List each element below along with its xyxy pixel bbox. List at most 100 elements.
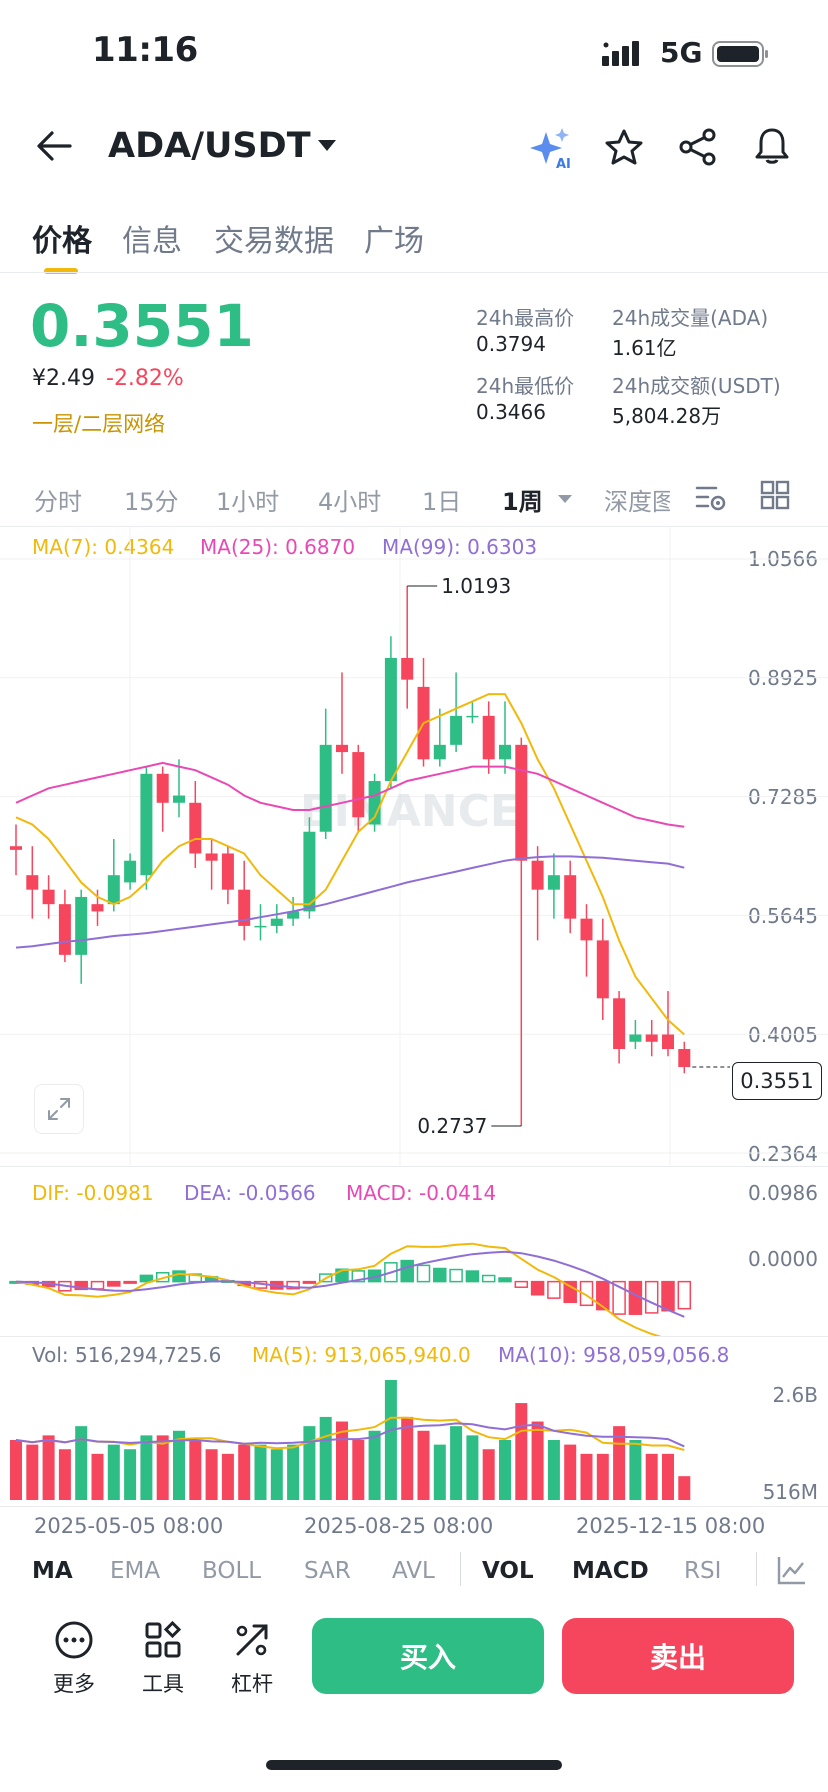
grid-layout-icon[interactable] (760, 480, 790, 514)
expand-icon[interactable] (34, 1084, 84, 1134)
candle-body (499, 744, 511, 760)
volume-bar (547, 1440, 560, 1500)
network-tag[interactable]: 一层/二层网络 (32, 412, 166, 436)
star-icon[interactable] (604, 128, 644, 170)
volume-bar (173, 1430, 185, 1500)
macd-bar (481, 1274, 496, 1283)
tab-underline (44, 268, 78, 274)
interval-15m[interactable]: 15分 (124, 488, 179, 516)
tools-label[interactable]: 工具 (142, 1672, 184, 1696)
interval-1h[interactable]: 1小时 (216, 488, 280, 516)
price-axis-label: 0.4005 (748, 1023, 818, 1047)
volume-chart[interactable] (0, 1370, 828, 1506)
volume-bar (482, 1449, 495, 1500)
candle-body (580, 918, 593, 941)
candle-body (156, 773, 169, 803)
bell-icon[interactable] (752, 126, 792, 170)
volume-bar (352, 1440, 365, 1500)
tab-square[interactable]: 广场 (364, 224, 424, 259)
volume-bar (254, 1444, 267, 1500)
more-icon[interactable] (54, 1620, 94, 1664)
network-type: 5G (660, 36, 703, 69)
tools-icon[interactable] (143, 1620, 183, 1664)
interval-timeline[interactable]: 分时 (34, 488, 82, 516)
candle-body (189, 802, 202, 854)
macd-bar (677, 1280, 692, 1310)
svg-text:AI: AI (556, 157, 571, 170)
buy-button[interactable]: 买入 (312, 1618, 544, 1694)
leverage-icon[interactable] (232, 1620, 272, 1664)
indicator-macd[interactable]: MACD (572, 1558, 649, 1584)
interval-depth[interactable]: 深度图 (604, 488, 670, 516)
high-marker-label: 1.0193 (441, 574, 511, 598)
candle-body (287, 911, 300, 919)
indicator-avl[interactable]: AVL (392, 1558, 435, 1584)
back-icon[interactable] (34, 128, 74, 168)
macd-bar (596, 1280, 610, 1311)
indicator-sar[interactable]: SAR (304, 1558, 351, 1584)
price-axis-label: 0.5645 (748, 904, 818, 928)
more-label[interactable]: 更多 (53, 1672, 95, 1696)
interval-1w[interactable]: 1周 (502, 488, 543, 516)
ma7-line (15, 693, 685, 1036)
interval-1d[interactable]: 1日 (422, 488, 462, 516)
macd-bar (547, 1280, 561, 1299)
macd-bar (433, 1267, 447, 1283)
chevron-down-icon[interactable] (316, 138, 338, 158)
stat-high-label: 24h最高价 (476, 306, 575, 330)
indicator-ma[interactable]: MA (32, 1558, 73, 1584)
share-icon[interactable] (678, 128, 718, 170)
indicator-ema[interactable]: EMA (110, 1558, 161, 1584)
macd-bar (400, 1259, 414, 1283)
candle-body (75, 896, 88, 955)
volume-bar (499, 1440, 511, 1500)
interval-dropdown-icon[interactable] (556, 490, 574, 509)
interval-4h[interactable]: 4小时 (318, 488, 382, 516)
candle-body (531, 860, 544, 890)
candle-body (384, 657, 397, 782)
volume-bar (287, 1444, 300, 1500)
volume-bar (107, 1444, 120, 1500)
macd-axis-label: 0.0986 (748, 1181, 818, 1205)
pair-title[interactable]: ADA/USDT (108, 126, 311, 166)
candle-body (173, 795, 185, 803)
volume-bar (531, 1421, 544, 1500)
chart-settings-icon[interactable] (694, 480, 728, 518)
volume-bar (580, 1453, 593, 1500)
home-indicator (266, 1760, 562, 1770)
leverage-label[interactable]: 杠杆 (231, 1672, 273, 1696)
macd-bar (579, 1280, 594, 1307)
volume-bar (156, 1435, 169, 1500)
vol-divider (0, 1506, 828, 1507)
candle-body (482, 715, 495, 760)
indicator-boll[interactable]: BOLL (202, 1558, 262, 1584)
ma99-legend: MA(99): 0.6303 (382, 535, 538, 559)
macd-bar (286, 1280, 300, 1290)
volume-bar (238, 1444, 251, 1500)
macd-chart[interactable] (0, 1200, 828, 1336)
volume-bar (303, 1426, 316, 1500)
candle-body (547, 875, 560, 890)
macd-bar (661, 1280, 675, 1312)
volume-bar (401, 1416, 414, 1500)
volume-bar (42, 1435, 55, 1500)
sell-button[interactable]: 卖出 (562, 1618, 794, 1694)
tab-trading-data[interactable]: 交易数据 (214, 224, 334, 259)
tab-price[interactable]: 价格 (32, 224, 92, 259)
tab-info[interactable]: 信息 (122, 224, 182, 259)
ai-sparkle-icon[interactable]: AI (528, 126, 574, 174)
dea-line (15, 1250, 685, 1318)
candle-body (221, 853, 234, 890)
status-time: 11:16 (92, 30, 198, 70)
indicator-rsi[interactable]: RSI (684, 1558, 722, 1584)
volume-bar (319, 1416, 332, 1500)
indicator-chart-icon[interactable] (776, 1554, 808, 1590)
volume-bar (26, 1444, 39, 1500)
candle-body (319, 744, 332, 832)
candle-body (124, 860, 137, 883)
macd-axis-label: 0.0000 (748, 1247, 818, 1271)
macd-bar (318, 1273, 333, 1283)
indicator-vol[interactable]: VOL (482, 1558, 534, 1584)
chart-divider (0, 1166, 828, 1167)
candlestick-chart[interactable]: BINANCE 1.0193 0.2737 (0, 526, 828, 1166)
